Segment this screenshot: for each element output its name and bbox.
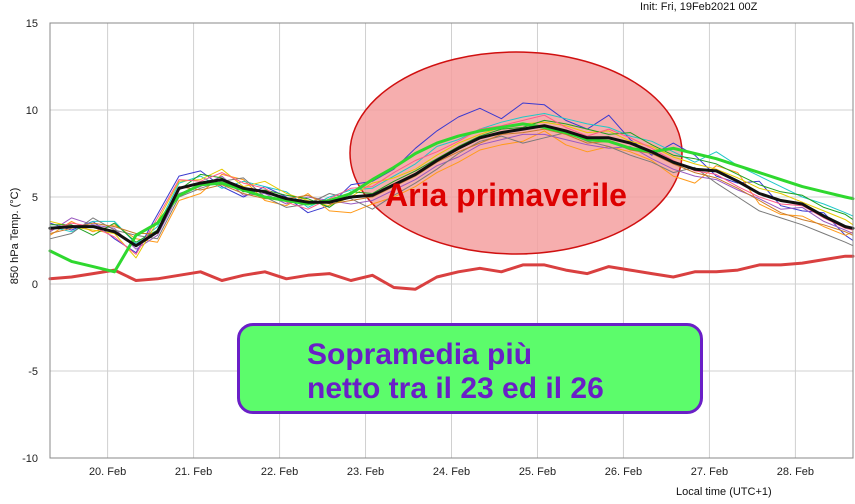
highlight-ellipse xyxy=(349,51,683,255)
y-axis-label: 850 hPa Temp. (°C) xyxy=(9,187,21,285)
x-tick-label: 21. Feb xyxy=(175,466,212,478)
highlight-ellipse-layer xyxy=(349,51,683,255)
x-axis-label: Local time (UTC+1) xyxy=(676,486,772,498)
y-tick-label: -10 xyxy=(22,453,38,465)
annotation-box-text: Sopramedia più netto tra il 23 ed il 26 xyxy=(307,338,604,405)
series-member xyxy=(49,130,854,243)
x-tick-label: 24. Feb xyxy=(433,466,470,478)
x-tick-label: 26. Feb xyxy=(605,466,642,478)
init-timestamp: Init: Fri, 19Feb2021 00Z xyxy=(640,1,758,13)
series-member xyxy=(49,121,854,259)
ellipse-annotation: Aria primaverile xyxy=(385,177,627,213)
series-control xyxy=(48,122,855,274)
annotation-box: Sopramedia più netto tra il 23 ed il 26 xyxy=(237,323,703,414)
series-member xyxy=(49,114,854,255)
x-tick-label: 20. Feb xyxy=(89,466,126,478)
x-tick-label: 28. Feb xyxy=(777,466,814,478)
y-tick-label: -5 xyxy=(28,366,38,378)
series-layer xyxy=(48,102,855,291)
x-tick-label: 27. Feb xyxy=(691,466,728,478)
y-tick-label: 15 xyxy=(26,18,38,30)
series-member xyxy=(49,132,854,247)
y-tick-label: 0 xyxy=(32,279,38,291)
y-tick-labels: -10 -5 0 5 10 15 xyxy=(22,18,38,465)
y-tick-label: 10 xyxy=(26,105,38,117)
y-tick-label: 5 xyxy=(32,192,38,204)
series-member xyxy=(49,102,854,254)
plot-border xyxy=(49,22,854,459)
x-tick-label: 25. Feb xyxy=(519,466,556,478)
series-member xyxy=(49,119,854,243)
series-climate xyxy=(48,254,855,291)
x-tick-label: 23. Feb xyxy=(347,466,384,478)
series-ensemble-mean xyxy=(48,124,855,248)
x-tick-label: 22. Feb xyxy=(261,466,298,478)
x-tick-labels: 20. Feb 21. Feb 22. Feb 23. Feb 24. Feb 25. F… xyxy=(89,466,814,478)
